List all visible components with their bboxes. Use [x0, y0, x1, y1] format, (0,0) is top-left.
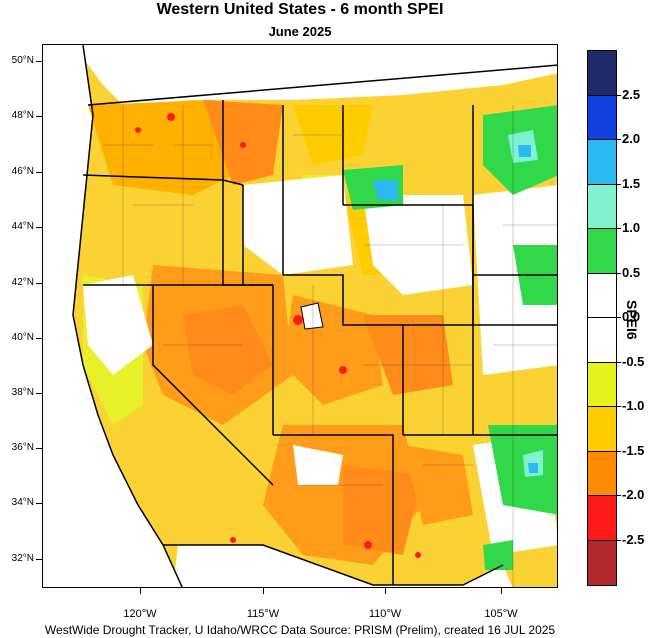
lon-label: 110°W — [368, 608, 402, 620]
colorbar-segment — [588, 362, 616, 407]
lat-label: 40°N — [11, 332, 34, 343]
lat-label: 32°N — [11, 553, 34, 564]
colorbar-segment — [588, 273, 616, 318]
lat-tick — [36, 116, 42, 117]
lat-tick — [36, 559, 42, 560]
colorbar-tick-label: 2.0 — [622, 131, 641, 146]
colorbar-tick — [617, 317, 621, 318]
colorbar-tick-label: -0.5 — [622, 353, 645, 369]
lat-tick — [36, 172, 42, 173]
colorbar-tick-label: 0.5 — [622, 264, 641, 280]
colorbar-tick-label: -1.5 — [622, 442, 645, 458]
colorbar-tick — [617, 539, 621, 541]
colorbar-tick — [617, 272, 621, 274]
colorbar-tick-label: 1.5 — [622, 175, 641, 191]
lon-tick — [140, 588, 141, 594]
lat-label: 48°N — [11, 110, 34, 121]
colorbar-segment — [588, 318, 616, 363]
colorbar-tick-label: -2.0 — [622, 487, 645, 502]
colorbar-segment — [588, 51, 616, 96]
lat-tick — [36, 338, 42, 339]
lon-tick — [385, 588, 386, 594]
colorbar-segment — [588, 540, 616, 585]
map-title: Western United States - 6 month SPEI — [156, 1, 444, 18]
map-area — [42, 44, 558, 588]
lon-label: 115°W — [246, 608, 280, 620]
colorbar-segment — [588, 95, 616, 140]
colorbar-tick — [617, 450, 621, 452]
colorbar-tick-label: -1.0 — [622, 398, 645, 413]
colorbar-tick — [617, 361, 621, 363]
lat-label: 42°N — [11, 277, 34, 288]
lat-label: 46°N — [11, 166, 34, 177]
wet-patches — [343, 105, 557, 570]
county-lines — [103, 105, 557, 587]
colorbar-tick — [617, 183, 621, 185]
colorbar-segment — [588, 140, 616, 185]
colorbar-tick-label: 1.0 — [622, 220, 641, 235]
extreme-drought-spots — [135, 113, 421, 558]
footer-credits: WestWide Drought Tracker, U Idaho/WRCC D… — [44, 623, 556, 637]
colorbar-tick — [617, 406, 621, 407]
mexico-region — [173, 545, 513, 587]
colorbar — [587, 50, 617, 586]
lon-label: 105°W — [484, 608, 518, 620]
lat-tick — [36, 227, 42, 228]
lat-tick — [36, 503, 42, 504]
lon-tick — [263, 588, 264, 594]
colorbar-tick — [617, 228, 621, 229]
lat-tick — [36, 61, 42, 62]
colorbar-segment — [588, 229, 616, 274]
lat-label: 38°N — [11, 387, 34, 398]
colorbar-tick-label: -2.5 — [622, 531, 645, 547]
neutral-patches — [83, 175, 557, 555]
colorbar-segment — [588, 407, 616, 452]
colorbar-tick — [617, 495, 621, 496]
state-borders — [72, 45, 557, 587]
lat-label: 36°N — [11, 442, 34, 453]
colorbar-segment — [588, 451, 616, 496]
spei-map — [72, 45, 557, 587]
colorbar-segment — [588, 496, 616, 541]
great-salt-lake — [300, 302, 324, 330]
lat-label: 34°N — [11, 497, 34, 508]
colorbar-segment — [588, 184, 616, 229]
colorbar-tick — [617, 139, 621, 140]
lat-tick — [36, 283, 42, 284]
colorbar-tick-label: 2.5 — [622, 86, 641, 102]
lon-tick — [501, 588, 502, 594]
map-subtitle: June 2025 — [268, 24, 332, 39]
lat-label: 50°N — [11, 55, 34, 66]
lat-tick — [36, 448, 42, 449]
colorbar-tick-label: 0.0 — [622, 309, 641, 324]
lat-label: 44°N — [11, 221, 34, 232]
lat-tick — [36, 393, 42, 394]
colorbar-title: SPEI6 — [624, 300, 640, 340]
canada-region — [73, 45, 557, 105]
lon-label: 120°W — [123, 608, 157, 620]
colorbar-tick — [617, 94, 621, 96]
